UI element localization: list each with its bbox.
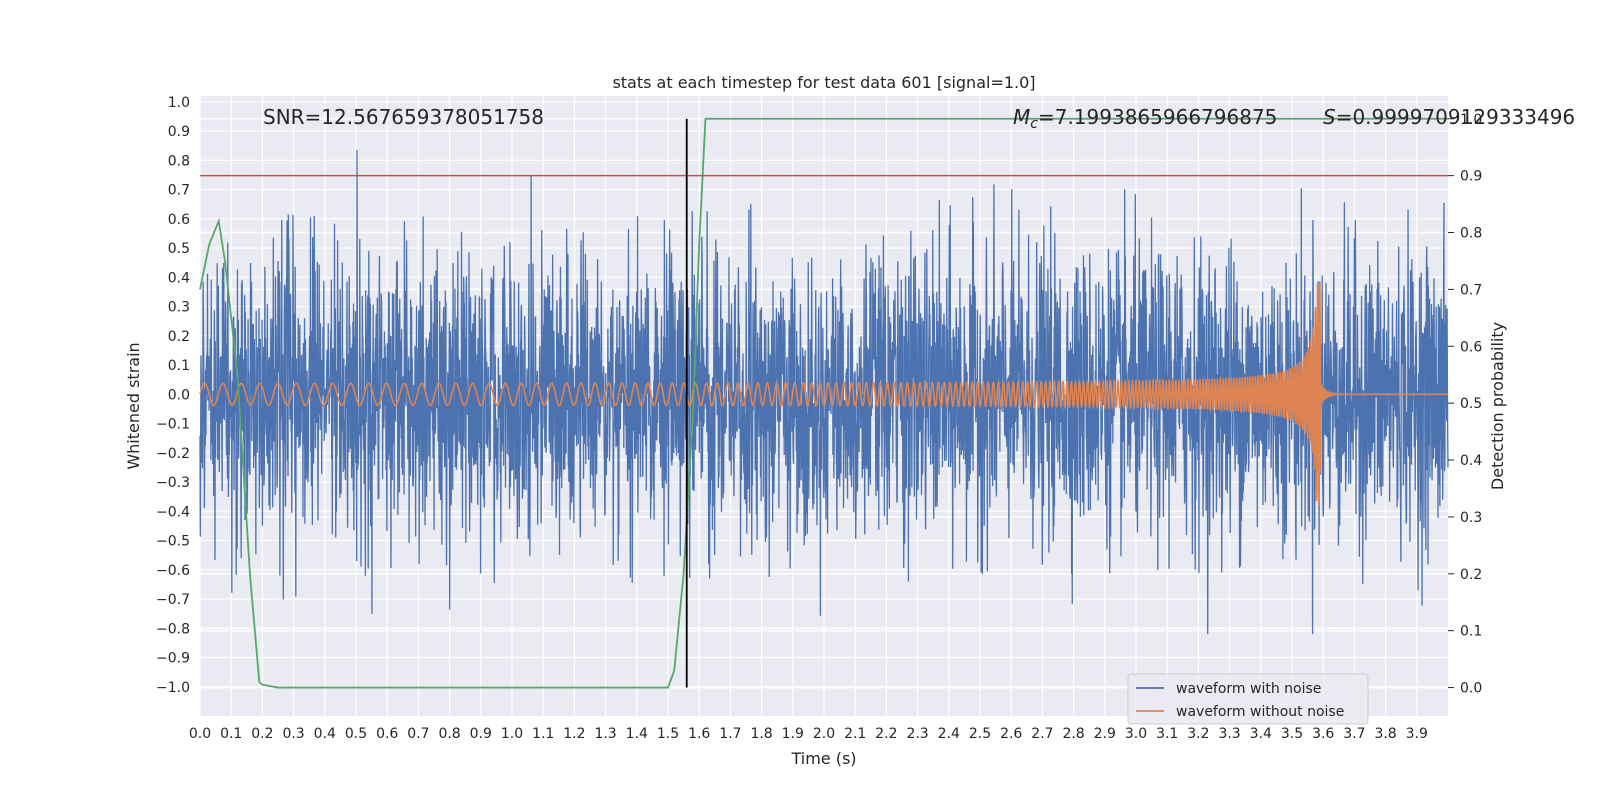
left-y-tick-label: −0.3 bbox=[156, 475, 190, 491]
left-y-tick-labels: −1.0 −0.9 −0.8 −0.7 −0.6 −0.5 −0.4 −0.3 −0.2 −0.1… bbox=[156, 95, 190, 696]
mc-subscript: c bbox=[1030, 116, 1038, 132]
left-y-tick-label: −0.4 bbox=[156, 504, 190, 520]
x-tick-label: 1.2 bbox=[563, 726, 585, 742]
legend-label-waveform-without-noise: waveform without noise bbox=[1176, 704, 1344, 720]
x-tick-label: 0.1 bbox=[220, 726, 242, 742]
mc-symbol: M bbox=[1013, 105, 1030, 129]
x-tick-label: 2.0 bbox=[813, 726, 835, 742]
x-tick-label: 2.1 bbox=[844, 726, 866, 742]
x-tick-label: 1.1 bbox=[532, 726, 554, 742]
x-tick-label: 3.6 bbox=[1312, 726, 1334, 742]
x-tick-label: 0.7 bbox=[407, 726, 429, 742]
x-tick-label: 3.2 bbox=[1187, 726, 1209, 742]
left-y-tick-label: 0.2 bbox=[168, 329, 190, 345]
snr-annotation: SNR=12.567659378051758 bbox=[263, 105, 544, 129]
left-y-tick-label: −0.7 bbox=[156, 592, 190, 608]
left-y-tick-label: 0.1 bbox=[168, 358, 190, 374]
s-annotation: S=0.9999709129333496 bbox=[1323, 105, 1575, 129]
s-value: =0.9999709129333496 bbox=[1336, 105, 1575, 129]
left-y-tick-label: −1.0 bbox=[156, 680, 190, 696]
x-tick-label: 1.5 bbox=[657, 726, 679, 742]
x-tick-label: 3.3 bbox=[1218, 726, 1240, 742]
x-tick-label: 0.2 bbox=[251, 726, 273, 742]
x-tick-label: 2.3 bbox=[906, 726, 928, 742]
left-y-tick-label: −0.5 bbox=[156, 534, 190, 550]
series-line-detection-probability bbox=[199, 117, 1448, 689]
s-symbol: S bbox=[1323, 105, 1336, 129]
x-tick-labels: 0.0 0.1 0.2 0.3 0.4 0.5 0.6 0.7 0.8 0.9 1.0 1.1 1.2 1… bbox=[189, 726, 1428, 742]
left-y-tick-label: 0.7 bbox=[168, 183, 190, 199]
left-y-tick-label: −0.1 bbox=[156, 417, 190, 433]
right-y-tick-label: 0.9 bbox=[1460, 169, 1482, 185]
x-tick-label: 3.8 bbox=[1374, 726, 1396, 742]
right-y-tick-label: 0.5 bbox=[1460, 396, 1482, 412]
left-y-tick-label: −0.2 bbox=[156, 446, 190, 462]
right-y-tick-label: 0.4 bbox=[1460, 453, 1482, 469]
x-tick-label: 0.3 bbox=[282, 726, 304, 742]
x-tick-label: 1.7 bbox=[719, 726, 741, 742]
x-tick-label: 2.8 bbox=[1062, 726, 1084, 742]
mc-value: =7.1993865966796875 bbox=[1038, 105, 1277, 129]
x-tick-label: 2.2 bbox=[875, 726, 897, 742]
right-y-tick-label: 0.3 bbox=[1460, 510, 1482, 526]
x-tick-label: 1.6 bbox=[688, 726, 710, 742]
left-y-tick-label: 0.6 bbox=[168, 212, 190, 228]
x-tick-label: 2.9 bbox=[1094, 726, 1116, 742]
left-y-tick-label: 0.4 bbox=[168, 270, 190, 286]
x-tick-label: 2.7 bbox=[1031, 726, 1053, 742]
x-tick-label: 3.4 bbox=[1250, 726, 1272, 742]
legend-box bbox=[1127, 673, 1369, 725]
x-tick-label: 1.0 bbox=[501, 726, 523, 742]
left-y-tick-label: 1.0 bbox=[168, 95, 190, 111]
right-y-tick-label: 0.0 bbox=[1460, 681, 1482, 697]
x-tick-label: 0.4 bbox=[314, 726, 336, 742]
x-tick-label: 1.4 bbox=[626, 726, 648, 742]
right-y-tick-label: 0.1 bbox=[1460, 624, 1482, 640]
x-tick-label: 3.5 bbox=[1281, 726, 1303, 742]
x-tick-label: 2.6 bbox=[1000, 726, 1022, 742]
left-y-tick-label: 0.9 bbox=[168, 124, 190, 140]
x-tick-label: 2.5 bbox=[969, 726, 991, 742]
left-y-tick-label: 0.5 bbox=[168, 241, 190, 257]
left-y-tick-label: 0.8 bbox=[168, 153, 190, 169]
right-y-tick-label: 0.2 bbox=[1460, 567, 1482, 583]
x-tick-label: 0.5 bbox=[345, 726, 367, 742]
left-y-tick-label: 0.3 bbox=[168, 300, 190, 316]
left-y-tick-label: −0.8 bbox=[156, 621, 190, 637]
x-tick-label: 0.0 bbox=[189, 726, 211, 742]
right-y-tick-label: 0.7 bbox=[1460, 282, 1482, 298]
legend-label-waveform-with-noise: waveform with noise bbox=[1176, 681, 1321, 697]
x-tick-label: 0.6 bbox=[376, 726, 398, 742]
chart-title: stats at each timestep for test data 601… bbox=[612, 73, 1035, 92]
x-tick-label: 3.7 bbox=[1343, 726, 1365, 742]
x-tick-label: 3.0 bbox=[1125, 726, 1147, 742]
x-tick-label: 1.9 bbox=[782, 726, 804, 742]
left-y-tick-label: 0.0 bbox=[168, 387, 190, 403]
right-y-tick-label: 1.0 bbox=[1460, 112, 1482, 128]
right-y-axis-label: Detection probability bbox=[1488, 322, 1507, 490]
left-y-tick-label: −0.9 bbox=[156, 651, 190, 667]
right-y-tick-label: 0.6 bbox=[1460, 339, 1482, 355]
x-tick-label: 1.3 bbox=[594, 726, 616, 742]
x-axis-label: Time (s) bbox=[790, 749, 856, 768]
x-tick-label: 1.8 bbox=[750, 726, 772, 742]
x-tick-label: 3.1 bbox=[1156, 726, 1178, 742]
x-tick-label: 3.9 bbox=[1406, 726, 1428, 742]
series-line-waveform-without-noise bbox=[199, 281, 1448, 506]
mc-annotation: Mc=7.1993865966796875 bbox=[1013, 105, 1277, 132]
legend: waveform with noise waveform without noi… bbox=[1127, 673, 1369, 725]
x-tick-label: 0.9 bbox=[470, 726, 492, 742]
left-y-axis-label: Whitened strain bbox=[124, 342, 143, 469]
right-y-tick-label: 0.8 bbox=[1460, 226, 1482, 242]
right-y-tick-labels: 0.0 0.1 0.2 0.3 0.4 0.5 0.6 0.7 0.8 0.9 1.0 bbox=[1448, 112, 1482, 697]
x-tick-label: 2.4 bbox=[938, 726, 960, 742]
left-y-tick-label: −0.6 bbox=[156, 563, 190, 579]
x-tick-label: 0.8 bbox=[438, 726, 460, 742]
